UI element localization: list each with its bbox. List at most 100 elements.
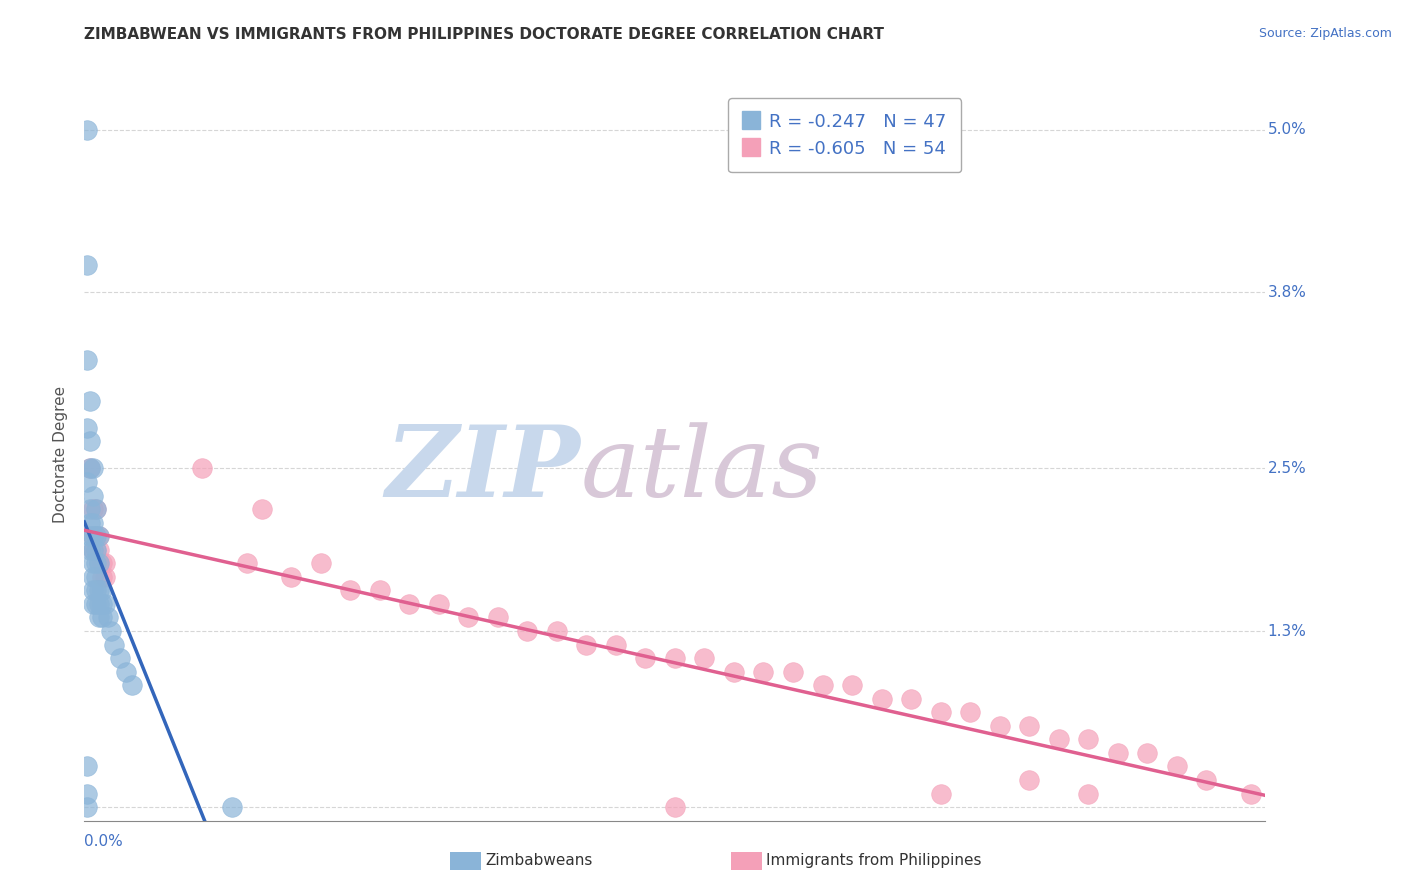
- Point: [664, 651, 686, 665]
- Point: [82, 502, 104, 516]
- Point: [84, 597, 107, 611]
- Y-axis label: Doctorate Degree: Doctorate Degree: [53, 386, 69, 524]
- Point: [84, 556, 107, 570]
- Point: [87, 556, 111, 570]
- Point: [486, 610, 509, 624]
- Point: [1047, 732, 1070, 747]
- Point: [693, 651, 716, 665]
- Point: [87, 542, 111, 557]
- Point: [1077, 787, 1099, 801]
- Point: [76, 759, 98, 773]
- Point: [87, 597, 111, 611]
- Text: ZIMBABWEAN VS IMMIGRANTS FROM PHILIPPINES DOCTORATE DEGREE CORRELATION CHART: ZIMBABWEAN VS IMMIGRANTS FROM PHILIPPINE…: [84, 27, 884, 42]
- Point: [84, 529, 107, 543]
- Point: [929, 706, 952, 720]
- Point: [84, 542, 107, 557]
- Point: [82, 542, 104, 557]
- Point: [94, 597, 117, 611]
- Point: [76, 475, 98, 489]
- Point: [575, 638, 598, 652]
- Point: [959, 706, 981, 720]
- Point: [84, 542, 107, 557]
- Point: [76, 258, 98, 272]
- Text: 0.0%: 0.0%: [84, 834, 124, 849]
- Point: [91, 556, 114, 570]
- Text: ZIP: ZIP: [385, 421, 581, 517]
- Point: [280, 570, 302, 584]
- Point: [900, 691, 922, 706]
- Point: [339, 583, 361, 598]
- Point: [634, 651, 657, 665]
- Text: 3.8%: 3.8%: [1268, 285, 1306, 300]
- Point: [94, 556, 117, 570]
- Point: [427, 597, 450, 611]
- Point: [82, 461, 104, 475]
- Point: [76, 353, 98, 368]
- Point: [87, 529, 111, 543]
- Point: [664, 800, 686, 814]
- Point: [76, 787, 98, 801]
- Point: [1136, 746, 1159, 760]
- Point: [82, 583, 104, 598]
- Point: [76, 800, 98, 814]
- Point: [79, 461, 101, 475]
- Text: 5.0%: 5.0%: [1268, 122, 1306, 137]
- Point: [82, 570, 104, 584]
- Point: [87, 529, 111, 543]
- Point: [516, 624, 538, 638]
- Point: [84, 502, 107, 516]
- Point: [546, 624, 568, 638]
- Point: [91, 610, 114, 624]
- Point: [121, 678, 143, 692]
- Point: [723, 665, 745, 679]
- Point: [79, 502, 101, 516]
- Text: 1.3%: 1.3%: [1268, 624, 1306, 639]
- Point: [84, 570, 107, 584]
- Point: [1195, 772, 1218, 787]
- Point: [235, 556, 259, 570]
- Point: [82, 489, 104, 503]
- Point: [782, 665, 804, 679]
- Point: [79, 434, 101, 449]
- Point: [1166, 759, 1188, 773]
- Point: [752, 665, 775, 679]
- Point: [1018, 772, 1040, 787]
- Point: [108, 651, 131, 665]
- Point: [605, 638, 627, 652]
- Point: [1107, 746, 1129, 760]
- Point: [91, 583, 114, 598]
- Point: [87, 556, 111, 570]
- Point: [79, 529, 101, 543]
- Point: [79, 542, 101, 557]
- Point: [870, 691, 893, 706]
- Point: [82, 516, 104, 530]
- Point: [841, 678, 863, 692]
- Point: [191, 461, 214, 475]
- Point: [97, 610, 120, 624]
- Point: [82, 556, 104, 570]
- Point: [309, 556, 332, 570]
- Legend: R = -0.247   N = 47, R = -0.605   N = 54: R = -0.247 N = 47, R = -0.605 N = 54: [728, 98, 962, 172]
- Point: [91, 570, 114, 584]
- Point: [82, 597, 104, 611]
- Point: [368, 583, 391, 598]
- Point: [76, 421, 98, 435]
- Point: [82, 542, 104, 557]
- Point: [929, 787, 952, 801]
- Point: [87, 610, 111, 624]
- Point: [79, 461, 101, 475]
- Text: Zimbabweans: Zimbabweans: [485, 854, 592, 868]
- Point: [84, 529, 107, 543]
- Point: [100, 624, 122, 638]
- Point: [84, 583, 107, 598]
- Point: [1077, 732, 1099, 747]
- Point: [1018, 719, 1040, 733]
- Text: atlas: atlas: [581, 422, 823, 517]
- Point: [82, 529, 104, 543]
- Point: [1240, 787, 1263, 801]
- Text: 2.5%: 2.5%: [1268, 461, 1306, 476]
- Point: [94, 570, 117, 584]
- Point: [76, 123, 98, 137]
- Point: [82, 529, 104, 543]
- Point: [79, 516, 101, 530]
